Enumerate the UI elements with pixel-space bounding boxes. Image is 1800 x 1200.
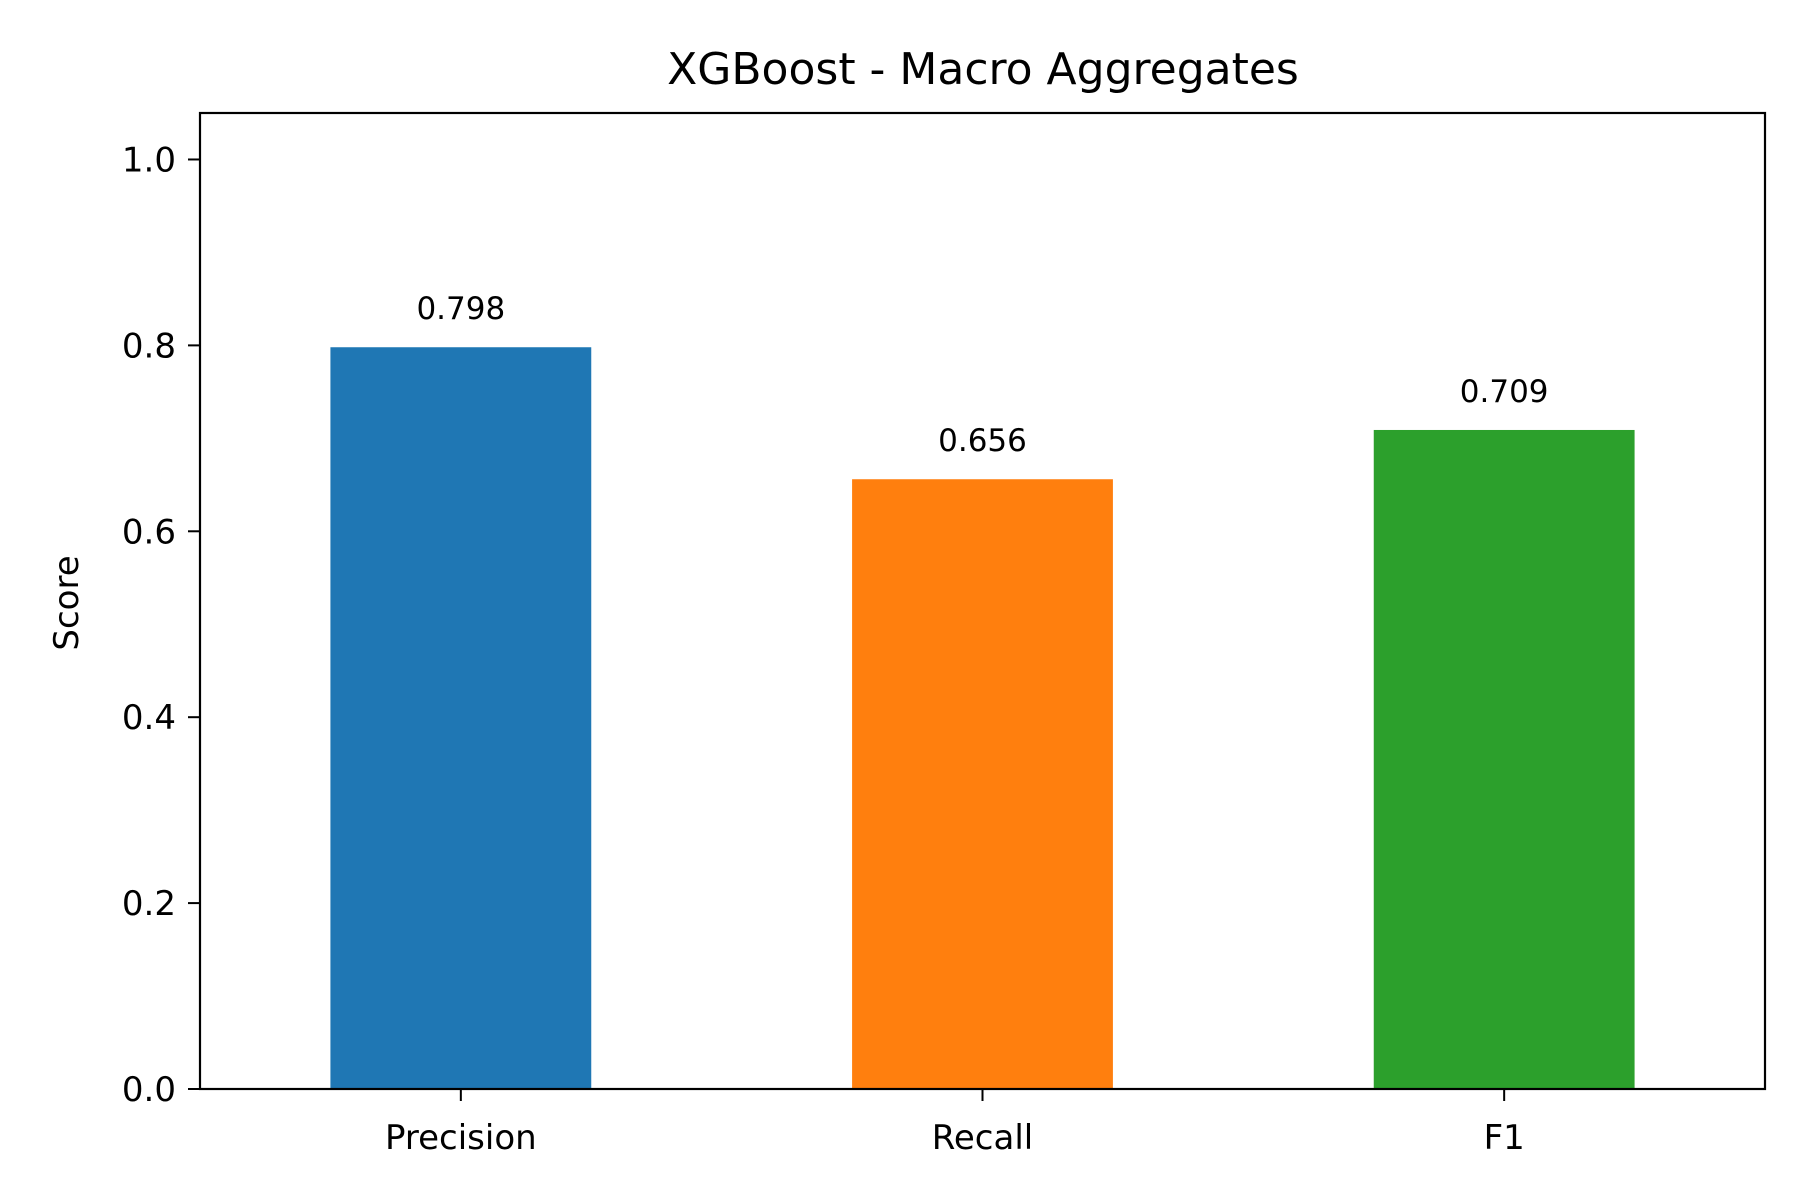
bar-value-labels: 0.798 0.656 0.709 bbox=[416, 291, 1548, 459]
value-label-f1: 0.709 bbox=[1460, 374, 1549, 410]
y-tick-label: 1.0 bbox=[122, 140, 176, 180]
bar-recall bbox=[852, 479, 1113, 1089]
bars-layer bbox=[330, 347, 1635, 1089]
y-tick-label: 0.4 bbox=[122, 698, 176, 738]
y-tick-label: 0.2 bbox=[122, 884, 176, 924]
value-label-precision: 0.798 bbox=[416, 291, 505, 327]
x-axis-ticks: Precision Recall F1 bbox=[385, 1089, 1525, 1158]
x-tick-label-recall: Recall bbox=[932, 1118, 1033, 1158]
y-tick-label: 0.8 bbox=[122, 326, 176, 366]
bar-f1 bbox=[1373, 429, 1635, 1089]
y-axis-ticks: 0.0 0.2 0.4 0.6 0.8 1.0 bbox=[122, 140, 200, 1110]
value-label-recall: 0.656 bbox=[938, 423, 1027, 459]
plot-frame bbox=[198, 111, 1767, 1091]
x-tick-label-precision: Precision bbox=[385, 1118, 537, 1158]
y-axis-label: Score bbox=[47, 555, 87, 650]
bar-precision bbox=[330, 347, 592, 1089]
y-tick-label: 0.0 bbox=[122, 1070, 176, 1110]
chart-title: XGBoost - Macro Aggregates bbox=[667, 44, 1299, 95]
y-tick-label: 0.6 bbox=[122, 512, 176, 552]
x-tick-label-f1: F1 bbox=[1484, 1118, 1525, 1158]
